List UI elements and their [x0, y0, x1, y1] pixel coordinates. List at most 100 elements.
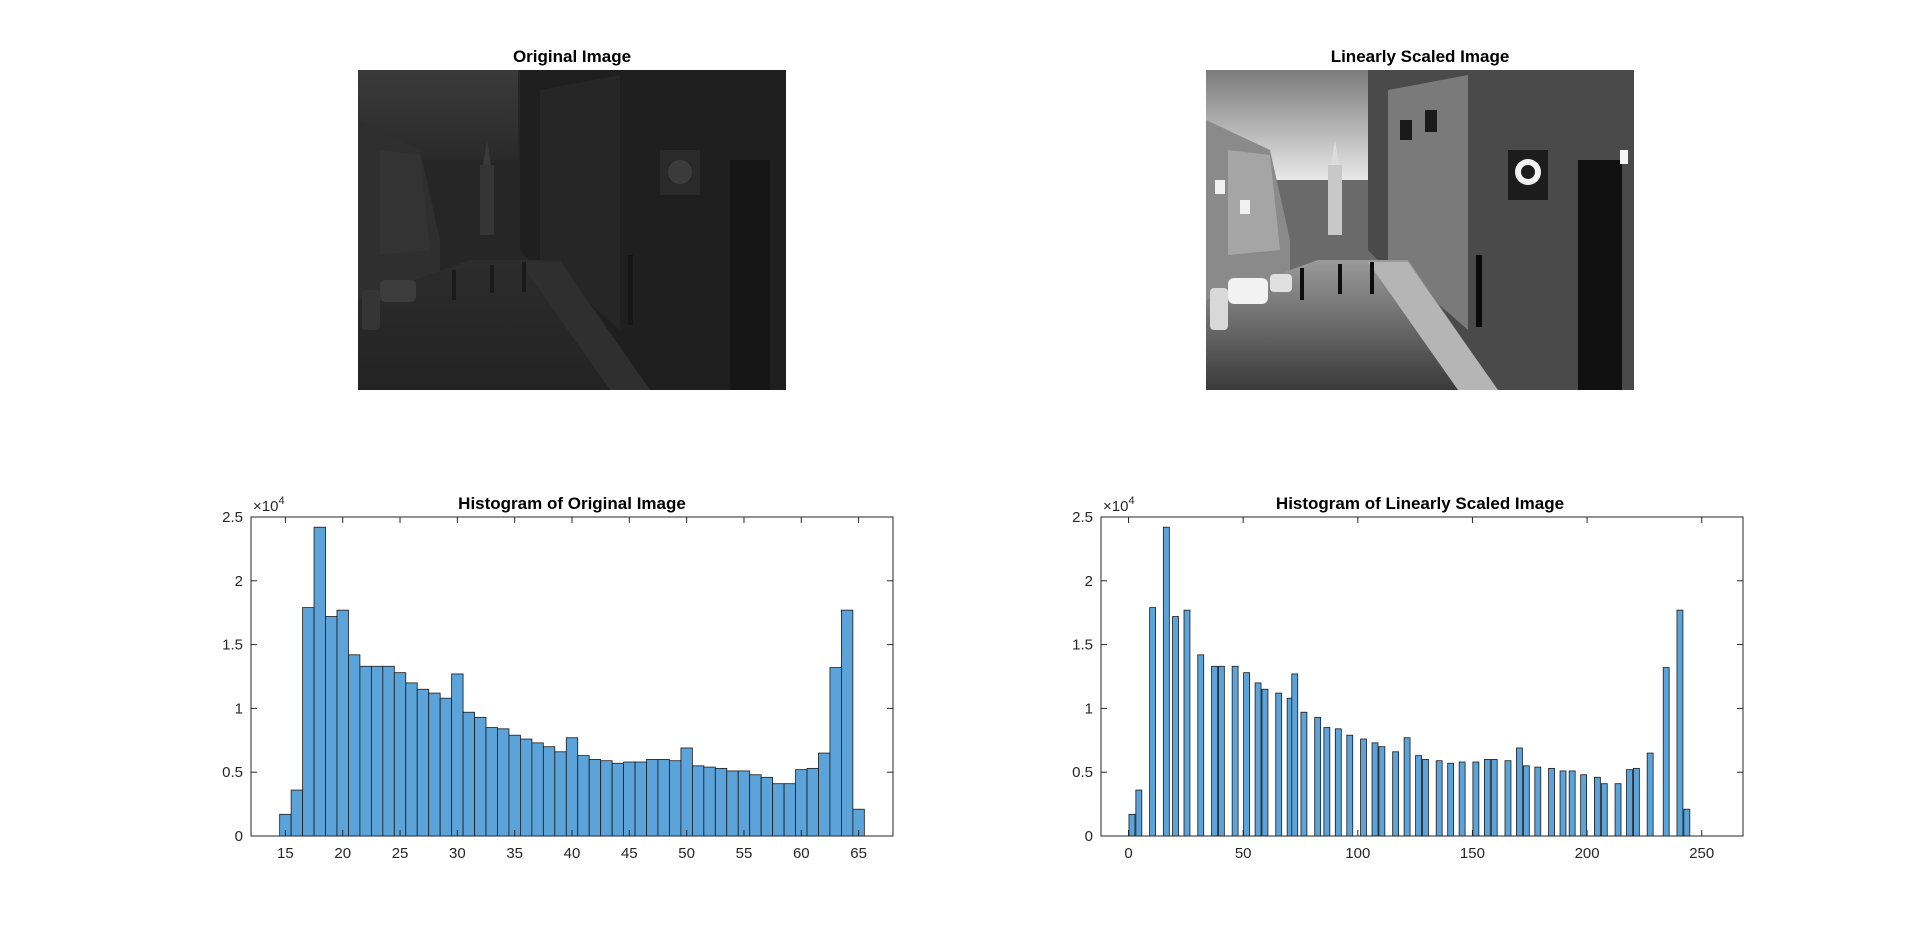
- histogram-bar: [1516, 747, 1523, 837]
- histogram-bar: [1172, 616, 1179, 837]
- histogram-bar: [1254, 682, 1262, 837]
- histogram-bar: [565, 737, 579, 837]
- histogram-bar: [1422, 759, 1429, 837]
- histogram-bar: [428, 692, 441, 837]
- y-tick-label: 1: [235, 700, 243, 717]
- histogram-bar: [1559, 770, 1567, 837]
- histogram-bar: [600, 760, 613, 837]
- histogram-bar: [1378, 746, 1386, 837]
- histogram-bar: [1291, 673, 1299, 837]
- histogram-bar: [451, 673, 464, 837]
- x-tick-label: 0: [1124, 845, 1132, 862]
- histogram-bar: [474, 716, 487, 837]
- histogram-bar: [1197, 654, 1205, 837]
- x-tick-label: 30: [449, 845, 466, 862]
- histogram-bar: [497, 728, 510, 837]
- histogram-bar: [1483, 759, 1491, 837]
- histogram-bar: [1676, 609, 1684, 837]
- histogram-bar: [1183, 609, 1191, 837]
- y-exponent-label: ×104: [253, 495, 285, 515]
- histogram-bar: [634, 761, 647, 837]
- histogram-bar: [726, 770, 739, 837]
- scaled-image: [1206, 70, 1634, 390]
- x-tick-label: 65: [850, 845, 867, 862]
- histogram-bar: [1360, 738, 1367, 837]
- histogram-bar: [1633, 767, 1640, 837]
- y-tick-label: 1.5: [222, 637, 243, 654]
- y-tick-label: 0.5: [222, 764, 243, 781]
- histogram-bar: [1323, 727, 1331, 837]
- histogram-bar: [1275, 692, 1283, 837]
- histogram-bar: [1261, 688, 1269, 837]
- histogram-bar: [439, 697, 453, 837]
- histogram-bar: [1522, 765, 1530, 837]
- y-tick-label: 2: [235, 573, 243, 590]
- histogram-bar: [1149, 607, 1156, 837]
- y-tick-label: 1.5: [1072, 637, 1093, 654]
- histogram-bar: [1217, 665, 1225, 837]
- histogram-bar: [348, 654, 361, 837]
- histogram-bar: [1162, 526, 1170, 837]
- histogram-bar: [1334, 728, 1342, 837]
- histogram-bar: [1626, 769, 1633, 837]
- x-tick-label: 100: [1345, 845, 1370, 862]
- histogram-bar: [405, 682, 418, 837]
- x-tick-label: 200: [1575, 845, 1600, 862]
- histogram-bar: [1662, 667, 1670, 837]
- histogram-bar: [1472, 761, 1480, 837]
- x-tick-label: 25: [392, 845, 409, 862]
- histogram-bar: [1403, 737, 1411, 837]
- histogram-bar: [749, 774, 762, 837]
- histogram-bar: [623, 761, 636, 837]
- axes-frame: [1100, 516, 1744, 837]
- histogram-bar: [520, 738, 533, 837]
- histogram-bar: [1211, 665, 1218, 837]
- histogram-bar: [531, 742, 544, 837]
- histogram-bar: [669, 760, 682, 837]
- histogram-bar: [1135, 789, 1143, 837]
- histogram-bar: [554, 751, 567, 837]
- histogram-bar: [1392, 751, 1400, 837]
- original-image-title: Original Image: [513, 47, 631, 66]
- histogram-bar: [1458, 761, 1466, 837]
- histogram-bar: [829, 667, 842, 837]
- histogram-bar: [370, 665, 384, 837]
- histogram-bar: [325, 616, 338, 837]
- histogram-title: Histogram of Original Image: [458, 494, 686, 513]
- histogram-bar: [783, 783, 796, 837]
- histogram-bar: [691, 765, 705, 837]
- histogram-bar: [302, 607, 315, 837]
- histogram-bar: [1490, 759, 1498, 837]
- histogram-bar: [1371, 742, 1379, 837]
- x-tick-label: 35: [506, 845, 523, 862]
- y-tick-label: 0.5: [1072, 764, 1093, 781]
- histogram-bar: [1435, 760, 1443, 837]
- histogram-bar: [714, 767, 728, 837]
- histogram-bar: [1614, 783, 1622, 837]
- x-tick-label: 50: [678, 845, 695, 862]
- y-tick-label: 2.5: [222, 509, 243, 526]
- histogram-bar: [1243, 672, 1250, 837]
- histogram-bar: [1447, 762, 1455, 837]
- original-image: [358, 70, 786, 390]
- histogram-bar: [290, 789, 303, 837]
- histogram-bar: [680, 747, 693, 837]
- histogram-bar: [841, 609, 854, 837]
- histogram-bar: [772, 783, 785, 837]
- histogram-bar: [382, 665, 395, 837]
- x-tick-label: 50: [1235, 845, 1252, 862]
- y-tick-label: 0: [1085, 828, 1093, 845]
- x-tick-label: 20: [334, 845, 351, 862]
- histogram-bar: [485, 727, 498, 837]
- histogram-bar: [1683, 808, 1691, 837]
- histogram-bar: [818, 752, 831, 837]
- x-tick-label: 45: [621, 845, 638, 862]
- histogram-bar: [1346, 734, 1354, 837]
- histogram-bar: [336, 609, 349, 837]
- x-tick-label: 150: [1460, 845, 1485, 862]
- histogram-bar: [737, 770, 751, 837]
- histogram-bar: [1600, 783, 1608, 837]
- histogram-bar: [577, 755, 590, 837]
